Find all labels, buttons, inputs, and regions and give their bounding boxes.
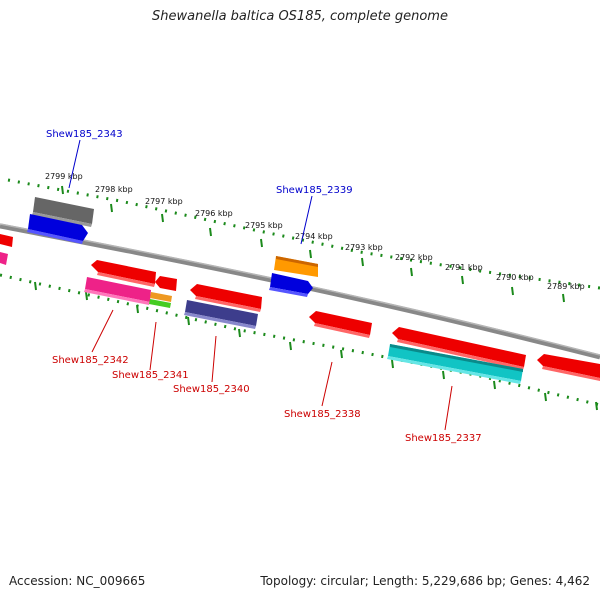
genome-title: Shewanella baltica OS185, complete genom… bbox=[152, 9, 448, 24]
inner-scale-tick bbox=[289, 341, 292, 351]
scale-tick bbox=[562, 293, 565, 303]
scale-tick-label: 2792 kbp bbox=[395, 253, 433, 262]
feature-gray-block[interactable] bbox=[32, 197, 94, 227]
feature-shew185-2337[interactable] bbox=[387, 344, 523, 384]
gene-label-shew185-2337[interactable]: Shew185_2337 bbox=[405, 433, 482, 444]
scale-tick bbox=[209, 227, 212, 237]
scale-tick bbox=[61, 185, 64, 195]
scale-tick bbox=[361, 257, 364, 267]
scale-tick-label: 2794 kbp bbox=[295, 232, 333, 241]
scale-tick bbox=[161, 213, 164, 223]
feature-shew185-2342[interactable] bbox=[84, 277, 151, 305]
scale-tick bbox=[410, 267, 413, 277]
feature-magenta-left-edge[interactable] bbox=[0, 252, 8, 265]
scale-tick-label: 2795 kbp bbox=[245, 221, 283, 230]
inner-scale-tick bbox=[187, 316, 190, 326]
scale-tick bbox=[511, 286, 514, 296]
inner-scale-tick bbox=[136, 304, 139, 314]
feature-red-2[interactable] bbox=[155, 276, 177, 291]
gene-label-shew185-2342[interactable]: Shew185_2342 bbox=[52, 355, 129, 366]
gene-label-shew185-2338[interactable]: Shew185_2338 bbox=[284, 409, 361, 420]
scale-tick-label: 2791 kbp bbox=[445, 263, 483, 272]
inner-scale-tick bbox=[238, 328, 241, 338]
inner-scale-track bbox=[0, 273, 600, 407]
feature-shew185-2341[interactable] bbox=[149, 292, 172, 308]
gene-label-shew185-2343[interactable]: Shew185_2343 bbox=[46, 129, 123, 140]
scale-tick bbox=[260, 238, 263, 248]
gene-label-shew185-2340[interactable]: Shew185_2340 bbox=[173, 384, 250, 395]
gene-label-shew185-2339[interactable]: Shew185_2339 bbox=[276, 185, 353, 196]
inner-scale-tick bbox=[85, 291, 88, 301]
inner-scale-tick bbox=[34, 281, 37, 291]
scale-tick-label: 2793 kbp bbox=[345, 243, 383, 252]
feature-red-3[interactable] bbox=[190, 284, 262, 312]
scale-tick-labels: 2799 kbp 2798 kbp 2797 kbp 2796 kbp 2795 kbp… bbox=[45, 172, 585, 291]
inner-scale-tick bbox=[544, 392, 547, 402]
scale-tick-label: 2799 kbp bbox=[45, 172, 83, 181]
scale-tick-label: 2789 kbp bbox=[547, 282, 585, 291]
feature-red-right-edge[interactable] bbox=[537, 354, 600, 381]
feature-shew185-2338[interactable] bbox=[309, 311, 372, 338]
scale-tick bbox=[461, 275, 464, 285]
scale-tick-label: 2798 kbp bbox=[95, 185, 133, 194]
feature-red-left-edge[interactable] bbox=[0, 234, 13, 247]
inner-scale-tick bbox=[493, 380, 496, 390]
inner-scale-tick bbox=[391, 359, 394, 369]
inner-scale-tick bbox=[595, 401, 598, 411]
scale-ticks bbox=[34, 185, 598, 411]
scale-tick bbox=[309, 249, 312, 259]
scale-tick-label: 2796 kbp bbox=[195, 209, 233, 218]
feature-orange-block[interactable] bbox=[274, 256, 318, 277]
genome-info-text: Topology: circular; Length: 5,229,686 bp… bbox=[260, 574, 590, 588]
callout-lines bbox=[68, 139, 453, 431]
feature-shew185-2340[interactable] bbox=[184, 300, 258, 329]
gene-label-shew185-2341[interactable]: Shew185_2341 bbox=[112, 370, 189, 381]
inner-scale-tick bbox=[340, 349, 343, 359]
scale-tick-label: 2790 kbp bbox=[496, 273, 534, 282]
inner-scale-tick bbox=[442, 370, 445, 380]
scale-tick-label: 2797 kbp bbox=[145, 197, 183, 206]
feature-red-long[interactable] bbox=[392, 327, 526, 370]
feature-shew185-2339[interactable] bbox=[269, 273, 313, 297]
scale-tick bbox=[110, 203, 113, 213]
feature-shew185-2343[interactable] bbox=[27, 214, 88, 244]
feature-red-1[interactable] bbox=[91, 260, 156, 287]
accession-text: Accession: NC_009665 bbox=[9, 574, 146, 588]
outer-scale-track bbox=[7, 178, 600, 290]
